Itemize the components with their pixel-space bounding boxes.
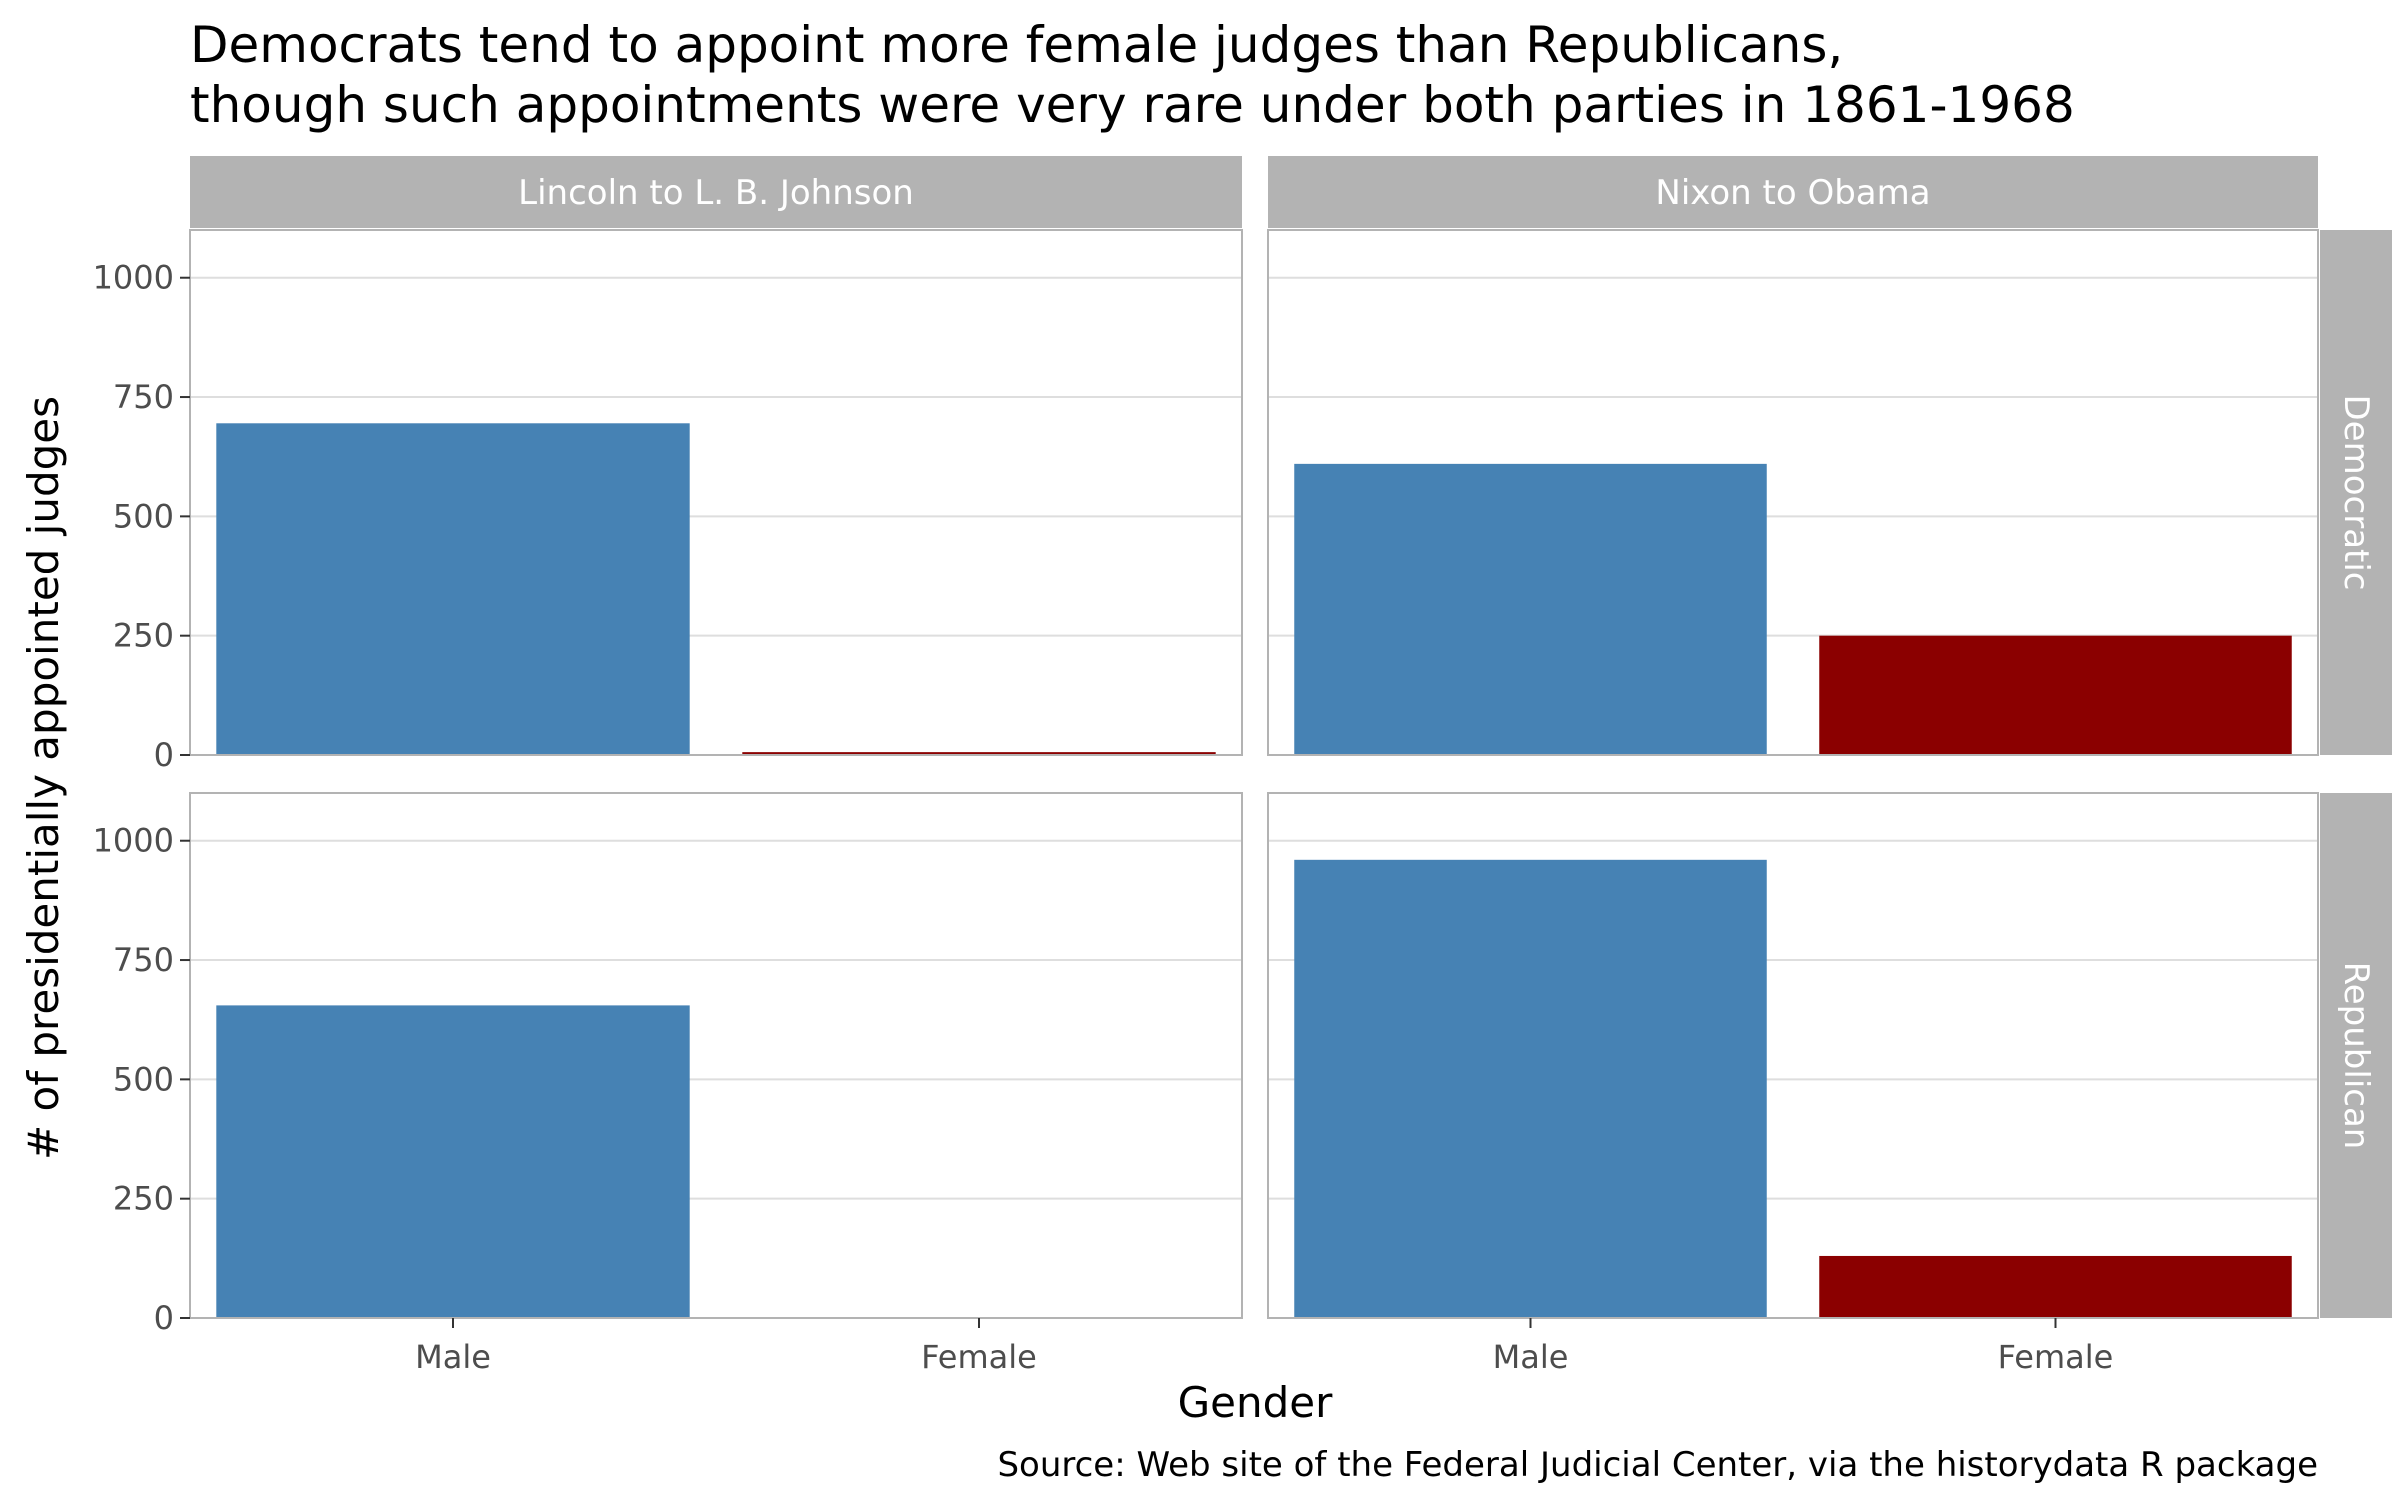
y-tick-label: 0 [154, 736, 174, 774]
chart-caption: Source: Web site of the Federal Judicial… [997, 1445, 2318, 1485]
bar-lincoln-to-l-b-johnson-republican-male [216, 1005, 690, 1318]
x-tick-label: Female [1998, 1338, 2114, 1376]
bar-nixon-to-obama-democratic-male [1294, 463, 1767, 755]
x-tick-label: Male [415, 1338, 491, 1376]
y-tick-label: 0 [154, 1299, 174, 1337]
facet-strip-republican [2320, 793, 2392, 1318]
facet-strip-label: Democratic [2336, 395, 2376, 591]
facet-strip-label: Lincoln to L. B. Johnson [518, 173, 914, 213]
panel-border [1267, 792, 2319, 1319]
x-tick-label: Male [1493, 1338, 1569, 1376]
panel-border [189, 792, 1243, 1319]
x-tick-label: Female [921, 1338, 1037, 1376]
bar-lincoln-to-l-b-johnson-democratic-female [742, 752, 1216, 755]
bar-lincoln-to-l-b-johnson-democratic-male [216, 423, 690, 755]
facet-strip-nixon-to-obama [1268, 156, 2318, 228]
chart-title-line-2: though such appointments were very rare … [190, 76, 2075, 134]
bar-nixon-to-obama-republican-female [1819, 1255, 2292, 1318]
facet-strip-lincoln-to-l-b-johnson [190, 156, 1242, 228]
y-tick-label: 250 [113, 1180, 174, 1218]
y-tick-label: 750 [113, 378, 174, 416]
bar-nixon-to-obama-democratic-female [1819, 635, 2292, 755]
facet-strip-label: Nixon to Obama [1655, 173, 1930, 213]
panel-border [1267, 229, 2319, 756]
facet-strip-democratic [2320, 230, 2392, 755]
panel-border [189, 229, 1243, 756]
panels-layer: Lincoln to L. B. Johnson Nixon to Obama De… [93, 156, 2392, 1376]
y-tick-label: 1000 [93, 259, 174, 297]
y-tick-label: 250 [113, 617, 174, 655]
y-tick-label: 1000 [93, 822, 174, 860]
bar-nixon-to-obama-republican-male [1294, 859, 1767, 1318]
y-tick-label: 500 [113, 497, 174, 535]
y-tick-label: 750 [113, 941, 174, 979]
chart-title-line-1: Democrats tend to appoint more female ju… [190, 16, 1843, 74]
facet-strip-label: Republican [2336, 962, 2376, 1150]
y-axis-title: # of presidentially appointed judges [19, 396, 68, 1160]
y-tick-label: 500 [113, 1060, 174, 1098]
x-axis-title: Gender [1178, 1378, 1334, 1427]
